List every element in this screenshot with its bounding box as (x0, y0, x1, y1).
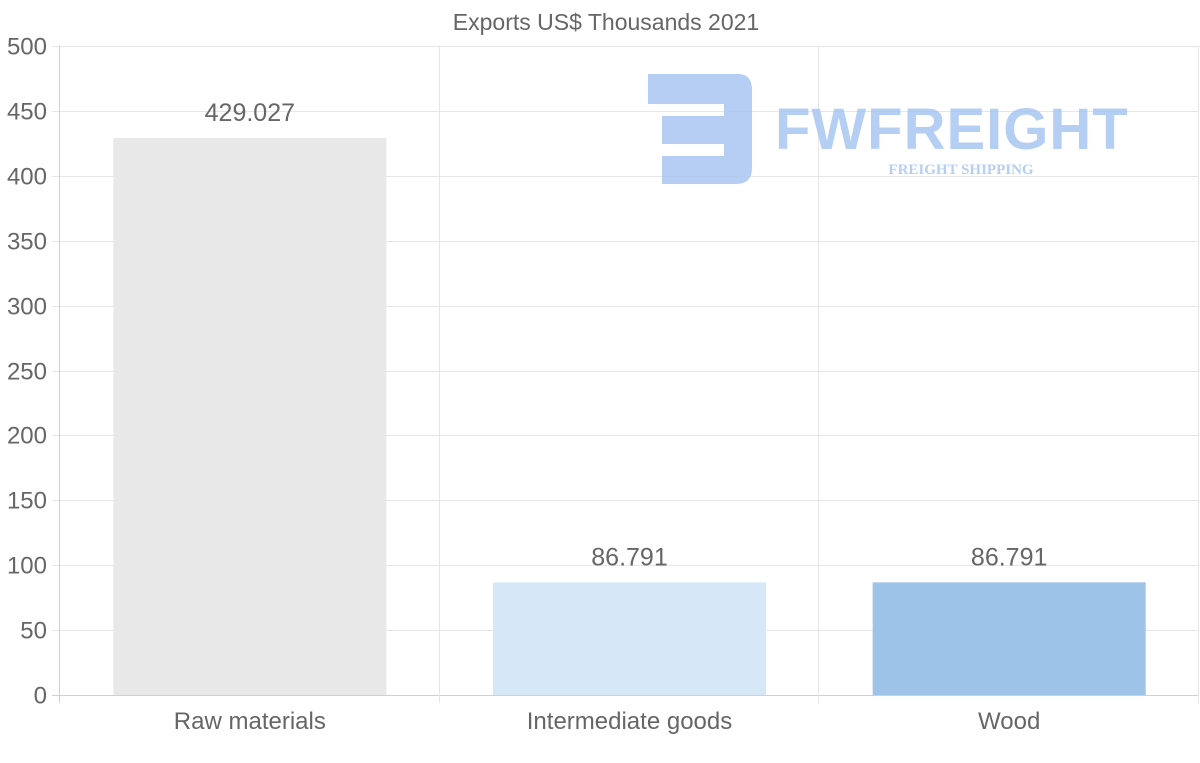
y-tick-label: 500 (7, 34, 47, 61)
bar-wood[interactable] (872, 582, 1146, 695)
bar-raw-materials[interactable] (113, 138, 387, 696)
y-tick-label: 0 (34, 683, 47, 710)
logo-shape (648, 74, 752, 184)
data-label: 86.791 (591, 543, 667, 571)
bar-intermediate-goods[interactable] (493, 582, 766, 695)
fw-logo-icon (648, 74, 752, 184)
data-label: 429.027 (205, 99, 295, 127)
y-axis: 0 50 100 150 200 250 300 350 400 450 500 (7, 34, 47, 710)
x-axis: Raw materials Intermediate goods Wood (174, 708, 1040, 735)
data-labels: 429.027 86.791 86.791 (205, 99, 1048, 571)
y-tick-label: 450 (7, 99, 47, 126)
chart-title: Exports US$ Thousands 2021 (453, 9, 759, 35)
x-tick-label: Intermediate goods (527, 708, 732, 735)
y-tick-label: 150 (7, 488, 47, 515)
watermark-brand: FWFREIGHT (775, 97, 1129, 162)
y-tick-label: 250 (7, 359, 47, 386)
y-tick-label: 100 (7, 553, 47, 580)
y-tick-label: 200 (7, 423, 47, 450)
bars (113, 138, 1146, 696)
y-tick-label: 50 (20, 618, 47, 645)
y-tick-label: 300 (7, 294, 47, 321)
y-tick-label: 400 (7, 164, 47, 191)
x-tick-label: Raw materials (174, 708, 326, 735)
watermark-tagline: FREIGHT SHIPPING (888, 162, 1033, 178)
y-tick-label: 350 (7, 229, 47, 256)
x-tick-label: Wood (978, 708, 1040, 735)
data-label: 86.791 (971, 543, 1047, 571)
watermark: FWFREIGHT FREIGHT SHIPPING (648, 74, 1129, 184)
